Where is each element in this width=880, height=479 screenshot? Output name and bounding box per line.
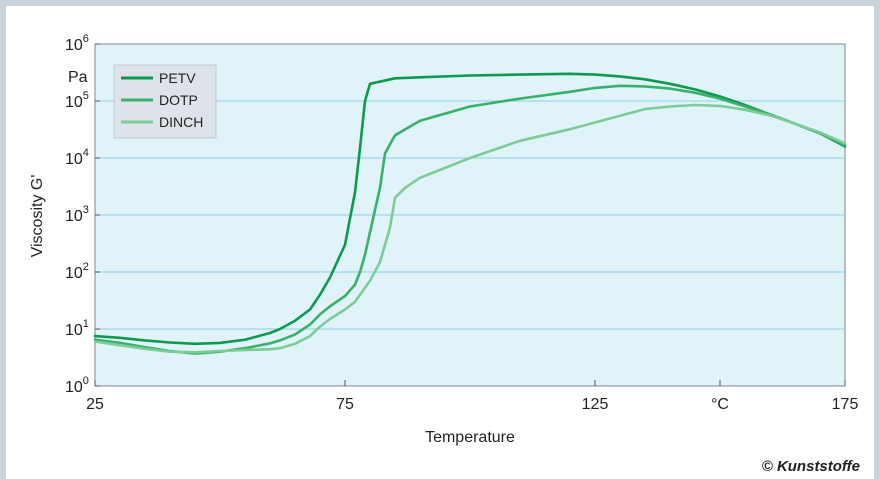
legend: PETV DOTP DINCH bbox=[113, 64, 217, 139]
y-axis-label: Viscosity G' bbox=[29, 175, 46, 258]
x-tick-label: 125 bbox=[582, 396, 609, 413]
series-line-dotp bbox=[93, 84, 847, 355]
x-tick-label: 175 bbox=[832, 396, 859, 413]
legend-label: PETV bbox=[159, 70, 196, 86]
y-tick-label: 100 bbox=[65, 375, 89, 396]
gridlines bbox=[95, 100, 845, 330]
series-line-dinch bbox=[93, 103, 847, 354]
x-tick-label: 25 bbox=[86, 396, 104, 413]
series-line-petv bbox=[93, 72, 847, 346]
x-axis-label: Temperature bbox=[425, 429, 515, 446]
y-tick-label: 104 bbox=[65, 147, 89, 168]
x-tick-label: °C bbox=[711, 396, 729, 413]
legend-label: DOTP bbox=[159, 92, 198, 108]
copyright-credit: © Kunststoffe bbox=[762, 458, 860, 475]
x-axis-ticks: 25 75 125 °C 175 bbox=[86, 380, 858, 413]
y-tick-label: 106 bbox=[65, 33, 89, 54]
x-tick-label: 75 bbox=[336, 396, 354, 413]
y-tick-label: 103 bbox=[65, 204, 89, 225]
y-tick-label: 105 bbox=[65, 90, 89, 111]
y-axis-ticks: 100 101 102 103 104 105 106 bbox=[65, 33, 100, 396]
y-tick-label: 102 bbox=[65, 261, 89, 282]
y-axis-unit: Pa bbox=[68, 69, 88, 86]
y-tick-label: 101 bbox=[65, 318, 89, 339]
legend-label: DINCH bbox=[159, 114, 203, 130]
series-lines bbox=[93, 72, 847, 355]
